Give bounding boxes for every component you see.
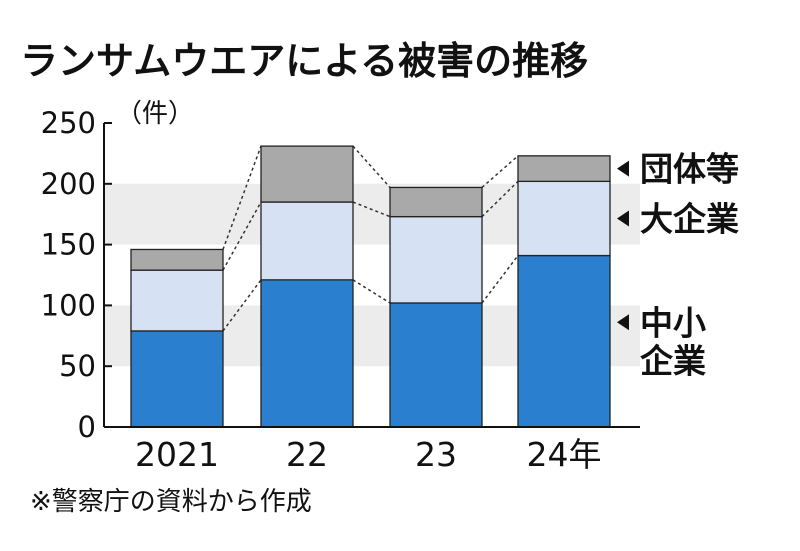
y-tick-label: 100 (41, 288, 96, 322)
bar-segment (130, 248, 224, 271)
bar-segment (260, 145, 354, 203)
x-tick-label: 23 (415, 435, 457, 474)
legend-marker (617, 160, 629, 177)
legend-label: 団体等 (640, 150, 739, 189)
legend-label: 中小 (640, 303, 706, 342)
y-tick-label: 0 (78, 410, 96, 444)
bar-segment (517, 180, 611, 257)
connector-line (481, 180, 519, 218)
connector-line (352, 201, 391, 218)
legend-marker (617, 210, 629, 227)
legend-label: 大企業 (640, 199, 739, 238)
connector-line (222, 279, 262, 332)
x-axis-labels: 2021 22 23 24年 (135, 435, 601, 474)
connector-line (352, 279, 391, 304)
legend-marker (617, 314, 629, 331)
unit-label: （件） (116, 99, 194, 129)
x-tick-label: 24年 (527, 435, 602, 474)
y-tick-label: 200 (41, 167, 96, 201)
bar-segment (130, 330, 224, 428)
x-tick-label: 22 (286, 435, 328, 474)
bar-segment (130, 269, 224, 332)
bar-segment (389, 302, 483, 428)
y-tick-label: 250 (41, 106, 96, 140)
source-note: ※警察庁の資料から作成 (30, 487, 312, 517)
x-tick-label: 2021 (135, 435, 219, 474)
bar-segment (260, 279, 354, 428)
chart-title: ランサムウエアによる被害の推移 (20, 39, 588, 83)
bars (130, 145, 611, 428)
bar-segment (517, 254, 611, 428)
y-axis: 0 50 100 150 200 250 (41, 106, 640, 444)
connector-line (481, 155, 519, 189)
connector-lines (222, 145, 519, 332)
y-tick-label: 150 (41, 228, 96, 262)
bar-segment (517, 155, 611, 183)
connector-line (481, 255, 519, 304)
connector-line (222, 145, 262, 250)
bar-segment (389, 215, 483, 304)
bar-segment (260, 201, 354, 281)
connector-line (352, 145, 391, 188)
connector-line (222, 201, 262, 271)
bar-segment (389, 186, 483, 218)
legend-label: 企業 (640, 341, 706, 380)
y-tick-label: 50 (59, 349, 96, 383)
